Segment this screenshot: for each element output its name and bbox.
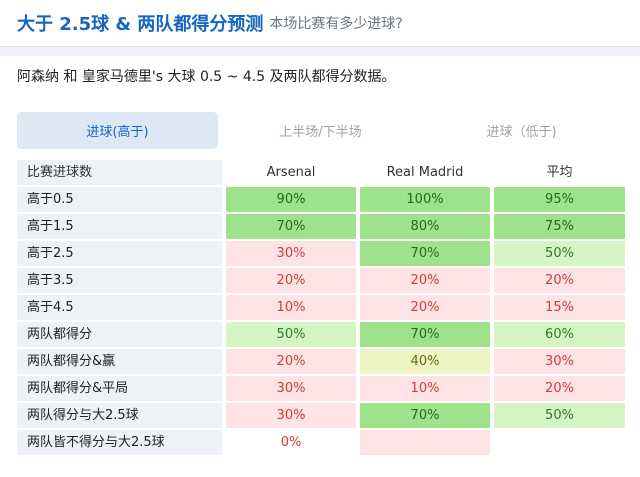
cell-average: 50% xyxy=(494,403,625,428)
stats-card: 阿森纳 和 皇家马德里's 大球 0.5 ~ 4.5 及两队都得分数据。 进球(… xyxy=(0,56,640,477)
cell-real-madrid: 10% xyxy=(360,376,490,401)
cell-real-madrid: 70% xyxy=(360,403,490,428)
table-header-row: 比赛进球数 Arsenal Real Madrid 平均 xyxy=(17,160,625,187)
row-label: 两队都得分 xyxy=(17,322,222,347)
row-label: 高于1.5 xyxy=(17,214,222,239)
cell-arsenal: 10% xyxy=(226,295,356,320)
cell-average: 30% xyxy=(494,349,625,374)
tab-half-time[interactable]: 上半场/下半场 xyxy=(279,125,362,140)
cell-real-madrid: 100% xyxy=(360,187,490,212)
cell-average: 20% xyxy=(494,268,625,293)
watermark-fade xyxy=(500,440,640,477)
cell-average: 15% xyxy=(494,295,625,320)
page-subtitle: 本场比赛有多少进球? xyxy=(269,16,403,32)
cell-real-madrid: 20% xyxy=(360,268,490,293)
table-row: 高于1.5 70% 80% 75% xyxy=(17,214,625,241)
row-label: 高于4.5 xyxy=(17,295,222,320)
row-label: 两队都得分&赢 xyxy=(17,349,222,374)
table-row: 两队都得分&赢 20% 40% 30% xyxy=(17,349,625,376)
cell-arsenal: 0% xyxy=(226,430,356,455)
tab-goals-under[interactable]: 进球（低于) xyxy=(486,125,557,140)
cell-average: 60% xyxy=(494,322,625,347)
row-label: 高于3.5 xyxy=(17,268,222,293)
column-header-real-madrid: Real Madrid xyxy=(386,165,464,180)
table-row: 两队都得分&平局 30% 10% 20% xyxy=(17,376,625,403)
cell-arsenal: 30% xyxy=(226,376,356,401)
column-header-arsenal: Arsenal xyxy=(266,165,316,180)
page-title: 大于 2.5球 & 两队都得分预测 xyxy=(17,14,264,35)
cell-arsenal: 20% xyxy=(226,349,356,374)
cell-arsenal: 90% xyxy=(226,187,356,212)
row-label: 两队都得分&平局 xyxy=(17,376,222,401)
tab-goals-over[interactable]: 进球(高于) xyxy=(17,112,218,149)
tab-bar: 进球(高于) 上半场/下半场 进球（低于) xyxy=(17,112,622,149)
cell-arsenal: 30% xyxy=(226,403,356,428)
row-label: 高于2.5 xyxy=(17,241,222,266)
cell-real-madrid: 80% xyxy=(360,214,490,239)
table-row: 高于3.5 20% 20% 20% xyxy=(17,268,625,295)
cell-average: 20% xyxy=(494,376,625,401)
cell-average: 75% xyxy=(494,214,625,239)
cell-average: 95% xyxy=(494,187,625,212)
table-row: 高于0.5 90% 100% 95% xyxy=(17,187,625,214)
cell-real-madrid xyxy=(360,430,490,455)
column-header-average: 平均 xyxy=(546,165,573,180)
row-label: 两队皆不得分与大2.5球 xyxy=(17,430,222,455)
cell-arsenal: 20% xyxy=(226,268,356,293)
row-label: 高于0.5 xyxy=(17,187,222,212)
column-header-goals: 比赛进球数 xyxy=(17,160,222,185)
stats-description: 阿森纳 和 皇家马德里's 大球 0.5 ~ 4.5 及两队都得分数据。 xyxy=(17,69,396,85)
page-header: 大于 2.5球 & 两队都得分预测 本场比赛有多少进球? xyxy=(0,0,640,47)
table-row: 两队都得分 50% 70% 60% xyxy=(17,322,625,349)
cell-arsenal: 50% xyxy=(226,322,356,347)
table-row: 高于4.5 10% 20% 15% xyxy=(17,295,625,322)
cell-real-madrid: 40% xyxy=(360,349,490,374)
row-label: 两队得分与大2.5球 xyxy=(17,403,222,428)
cell-real-madrid: 70% xyxy=(360,241,490,266)
cell-real-madrid: 70% xyxy=(360,322,490,347)
table-row: 两队得分与大2.5球 30% 70% 50% xyxy=(17,403,625,430)
cell-average: 50% xyxy=(494,241,625,266)
cell-arsenal: 30% xyxy=(226,241,356,266)
cell-arsenal: 70% xyxy=(226,214,356,239)
table-row: 高于2.5 30% 70% 50% xyxy=(17,241,625,268)
cell-real-madrid: 20% xyxy=(360,295,490,320)
